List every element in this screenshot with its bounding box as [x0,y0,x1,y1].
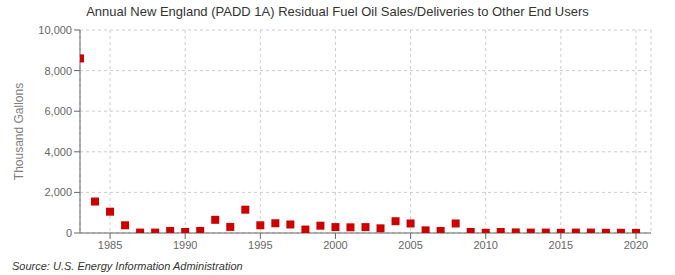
svg-text:6,000: 6,000 [44,105,72,117]
svg-text:1990: 1990 [173,239,197,251]
svg-text:2,000: 2,000 [44,186,72,198]
svg-text:2015: 2015 [549,239,573,251]
svg-text:Thousand Gallons: Thousand Gallons [12,83,26,180]
svg-text:4,000: 4,000 [44,146,72,158]
svg-text:1995: 1995 [248,239,272,251]
html-text:Source: U.S. Energy Informatio: Source: U.S. Energy Information Administ… [12,260,243,272]
svg-text:2010: 2010 [473,239,497,251]
svg-text:2005: 2005 [398,239,422,251]
svg-text:0: 0 [66,227,72,239]
svg-text:2020: 2020 [624,239,648,251]
html-text:Annual New England (PADD 1A) R: Annual New England (PADD 1A) Residual Fu… [86,4,589,19]
svg-text:1985: 1985 [98,239,122,251]
svg-text:10,000: 10,000 [38,24,72,36]
svg-text:2000: 2000 [323,239,347,251]
svg-text:8,000: 8,000 [44,65,72,77]
